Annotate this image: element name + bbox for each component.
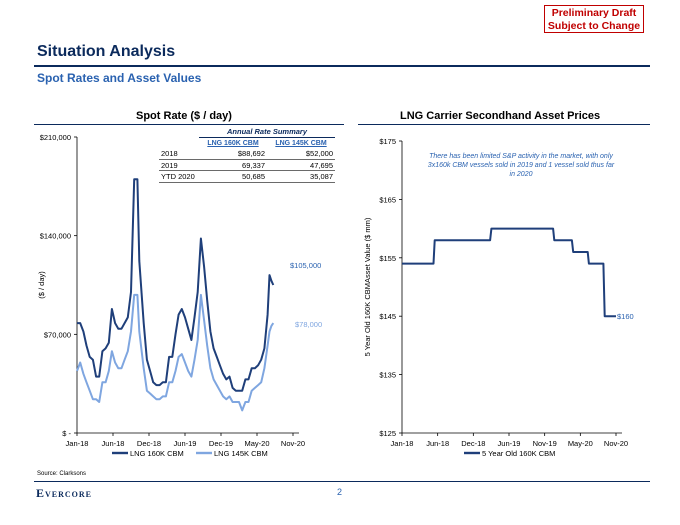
legend-label: 5 Year Old 160K CBM — [482, 449, 555, 458]
x-tick-label: Jun-18 — [102, 439, 125, 448]
table-row: 2018 $88,692 $52,000 — [159, 148, 335, 160]
spot-rate-title-rule — [34, 124, 344, 126]
y-tick-label: $175 — [379, 137, 396, 146]
row-label: 2018 — [161, 149, 178, 158]
y-axis-label: 5 Year Old 160K CBMAsset Value ($ mm) — [363, 217, 372, 356]
y-tick-label: $135 — [379, 371, 396, 380]
row-label: YTD 2020 — [161, 172, 195, 181]
footer-divider — [34, 481, 650, 482]
title-divider — [34, 65, 650, 67]
legend-label: LNG 145K CBM — [214, 449, 268, 458]
series-end-label: $78,000 — [295, 320, 322, 329]
y-tick-label: $70,000 — [44, 330, 71, 339]
row-label: 2019 — [161, 160, 178, 170]
row-value-145k: $52,000 — [305, 149, 333, 158]
y-tick-label: $165 — [379, 195, 396, 204]
row-value-160k: 50,685 — [242, 172, 265, 181]
x-tick-label: Jun-19 — [498, 439, 521, 448]
table-row: 2019 69,337 47,695 — [159, 160, 335, 171]
row-value-145k: 35,087 — [310, 172, 333, 181]
x-tick-label: May-20 — [244, 439, 269, 448]
preliminary-draft-banner: Preliminary Draft Subject to Change — [544, 5, 644, 33]
asset-price-title-rule — [358, 124, 650, 126]
x-tick-label: Nov-20 — [281, 439, 305, 448]
y-tick-label: $125 — [379, 429, 396, 438]
series-line-5-year-old-160k-cbm — [402, 227, 616, 318]
x-tick-label: Dec-19 — [209, 439, 233, 448]
y-tick-label: $ - — [62, 429, 71, 438]
market-note: There has been limited S&P activity in t… — [427, 153, 615, 178]
table-caption: Annual Rate Summary — [199, 127, 335, 138]
table-header-row: LNG 160K CBM LNG 145K CBM — [199, 138, 335, 148]
x-tick-label: Jun-19 — [174, 439, 197, 448]
page-number: 2 — [337, 487, 343, 497]
source-note: Source: Clarksons — [37, 471, 87, 477]
series-line-lng-145k-cbm — [76, 293, 275, 412]
series-end-label: $105,000 — [290, 261, 321, 270]
banner-line-1: Preliminary Draft — [551, 7, 637, 19]
series-line-lng-160k-cbm — [77, 178, 275, 392]
x-tick-label: Jan-18 — [66, 439, 89, 448]
banner-line-2: Subject to Change — [547, 19, 641, 32]
x-tick-label: Nov-20 — [604, 439, 628, 448]
evercore-logo: Evercore — [36, 486, 93, 500]
y-tick-label: $155 — [379, 254, 396, 263]
row-value-145k: 47,695 — [310, 160, 333, 170]
row-value-160k: $88,692 — [237, 149, 265, 158]
legend-label: LNG 160K CBM — [130, 449, 184, 458]
x-tick-label: Nov-19 — [533, 439, 557, 448]
row-value-160k: 69,337 — [242, 160, 265, 170]
series-end-label: $160 — [617, 312, 634, 321]
y-tick-label: $145 — [379, 312, 396, 321]
table-header-160k: LNG 160K CBM — [207, 140, 259, 147]
x-tick-label: May-20 — [568, 439, 593, 448]
x-tick-label: Dec-18 — [137, 439, 161, 448]
y-tick-label: $140,000 — [40, 232, 71, 241]
page-title: Situation Analysis — [37, 43, 176, 60]
y-tick-label: $210,000 — [40, 133, 71, 142]
table-row: YTD 2020 50,685 35,087 — [159, 171, 335, 183]
x-tick-label: Jun-18 — [426, 439, 449, 448]
x-tick-label: Dec-18 — [461, 439, 485, 448]
y-axis-label: ($ / day) — [37, 271, 46, 299]
spot-rate-chart-title: Spot Rate ($ / day) — [136, 110, 232, 122]
page-subtitle: Spot Rates and Asset Values — [37, 71, 202, 85]
annual-rate-summary-table: Annual Rate Summary LNG 160K CBM LNG 145… — [159, 127, 335, 183]
asset-price-chart-title: LNG Carrier Secondhand Asset Prices — [400, 110, 601, 122]
table-header-145k: LNG 145K CBM — [275, 140, 327, 147]
x-tick-label: Jan-18 — [391, 439, 414, 448]
